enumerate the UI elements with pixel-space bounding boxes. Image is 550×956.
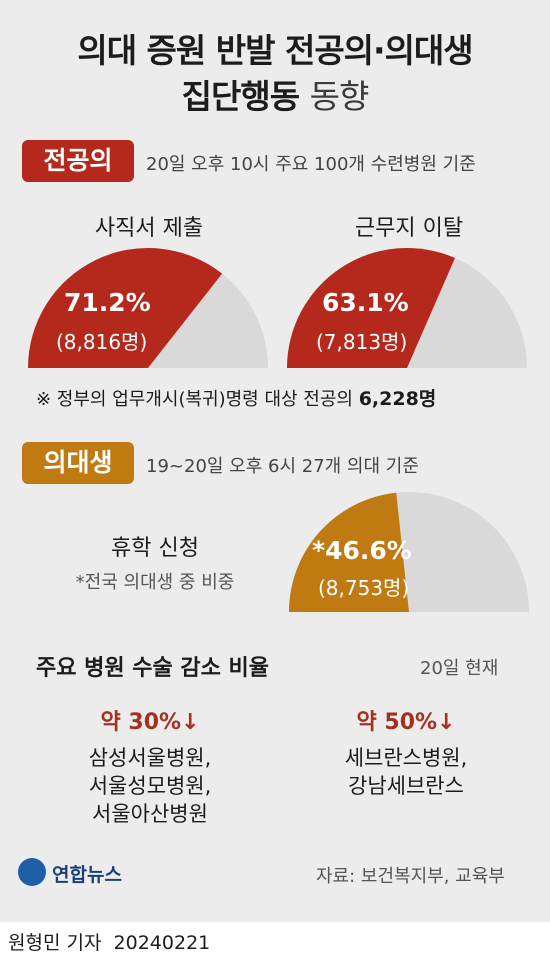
leave-value-slice xyxy=(289,492,409,612)
hospital-item: 강남세브란스 xyxy=(348,774,464,798)
note-prefix: ※ 정부의 업무개시(복귀)명령 대상 전공의 xyxy=(36,389,359,410)
surgery-date: 20일 현재 xyxy=(420,658,499,679)
semicircle-charts xyxy=(28,248,529,612)
reporter: 원형민 기자 xyxy=(8,932,102,954)
surgery-rate-group2: 약 50%↓ xyxy=(356,710,456,735)
resignation-value-slice xyxy=(28,248,223,368)
departure-count: (7,813명) xyxy=(316,330,408,354)
leave-sublabel: *전국 의대생 중 비중 xyxy=(75,572,235,593)
infographic-card: 의대 증원 반발 전공의·의대생 집단행동 동향 전공의 20일 오후 10시 … xyxy=(0,0,550,922)
surgery-hospitals-group2: 세브란스병원, 강남세브란스 xyxy=(296,744,516,800)
resignation-count: (8,816명) xyxy=(56,330,148,354)
resignation-percent: 71.2% xyxy=(64,288,151,317)
residents-basis: 20일 오후 10시 주요 100개 수련병원 기준 xyxy=(146,154,476,175)
source-text: 자료: 보건복지부, 교육부 xyxy=(316,866,505,887)
leave-label: 휴학 신청 xyxy=(111,536,199,561)
departure-label: 근무지 이탈 xyxy=(354,216,464,241)
students-tag: 의대생 xyxy=(22,442,134,484)
note-value: 6,228명 xyxy=(358,388,437,410)
surgery-hospitals-group1: 삼성서울병원, 서울성모병원, 서울아산병원 xyxy=(40,744,260,828)
hospital-item: 서울아산병원 xyxy=(92,802,208,826)
logo-text: 연합뉴스 xyxy=(52,864,122,886)
students-basis: 19~20일 오후 6시 27개 의대 기준 xyxy=(146,456,419,477)
page-title-line2: 집단행동 동향 xyxy=(0,70,550,118)
hospital-item: 삼성서울병원, xyxy=(88,746,212,770)
hospital-item: 세브란스병원, xyxy=(344,746,468,770)
surgery-rate-group1: 약 30%↓ xyxy=(100,710,200,735)
page-title-line1: 의대 증원 반발 전공의·의대생 xyxy=(77,31,473,70)
departure-percent: 63.1% xyxy=(322,288,409,317)
title-light: 동향 xyxy=(309,77,370,116)
surgery-title: 주요 병원 수술 감소 비율 xyxy=(36,656,270,681)
residents-note: ※ 정부의 업무개시(복귀)명령 대상 전공의 6,228명 xyxy=(36,384,436,411)
hospital-item: 서울성모병원, xyxy=(88,774,212,798)
resignation-label: 사직서 제출 xyxy=(94,216,204,241)
leave-count: (8,753명) xyxy=(318,576,410,600)
leave-percent: *46.6% xyxy=(312,536,412,565)
departure-value-slice xyxy=(287,248,455,368)
yonhap-logo-icon xyxy=(18,858,46,886)
byline-date: 20240221 xyxy=(113,932,211,954)
title-bold: 집단행동 xyxy=(181,77,300,116)
residents-tag: 전공의 xyxy=(22,140,134,182)
byline: 원형민 기자 20240221 xyxy=(8,928,210,955)
